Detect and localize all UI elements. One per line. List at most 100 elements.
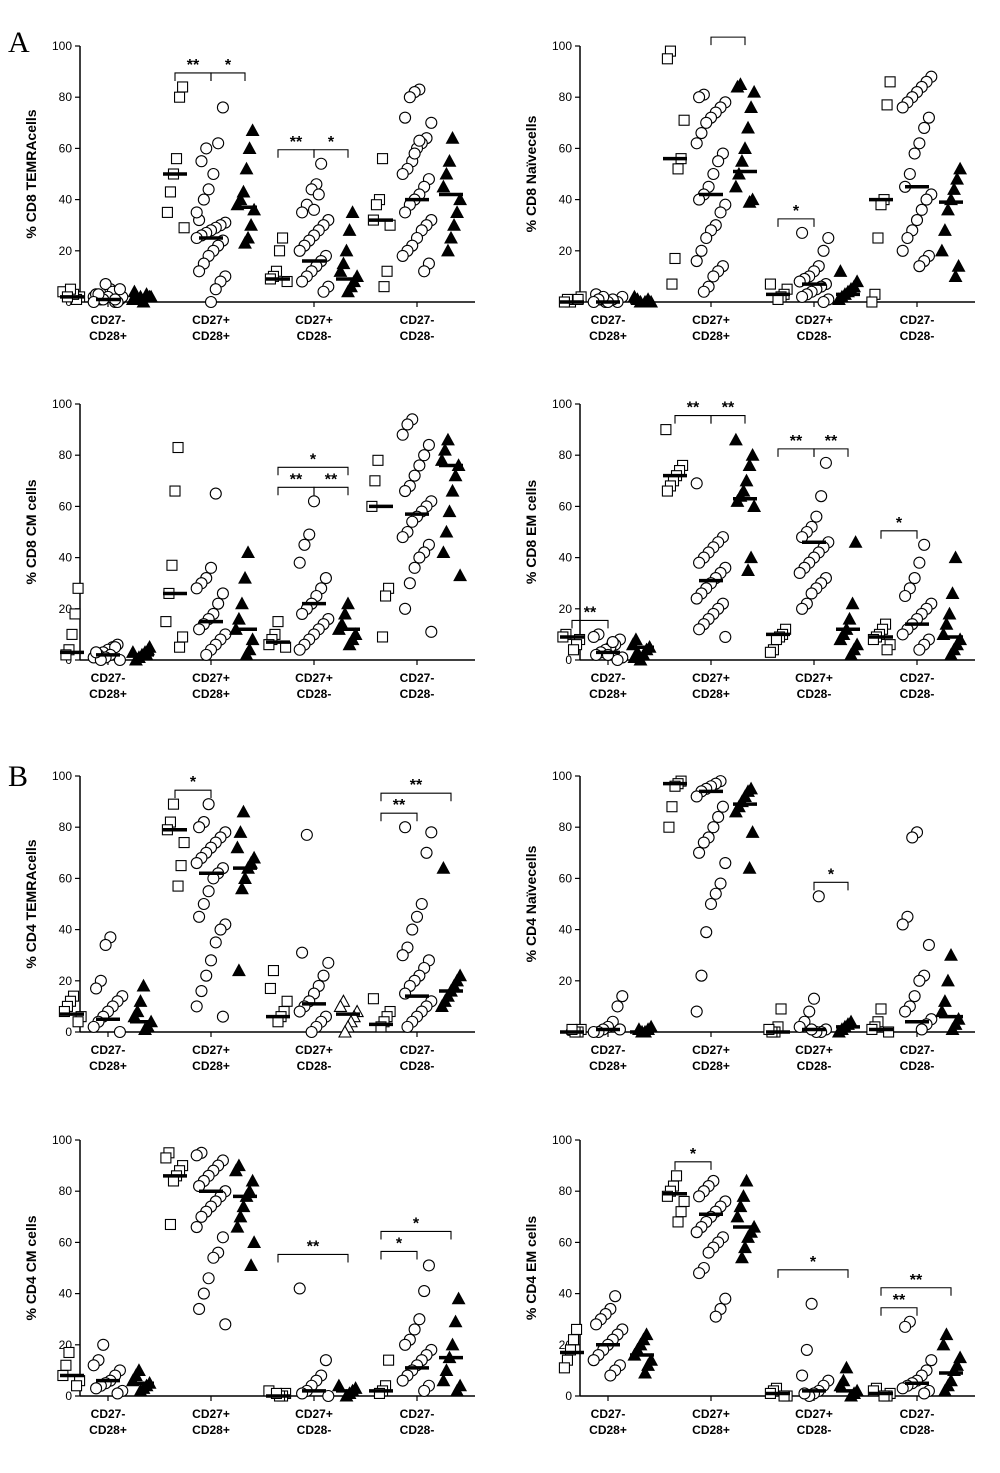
- data-point-triangle: [831, 292, 846, 305]
- data-point-circle: [403, 91, 416, 104]
- data-point-triangle: [442, 154, 457, 167]
- significance-bracket: [674, 1161, 712, 1170]
- data-point-circle: [195, 155, 208, 168]
- y-tick-label: 20: [59, 244, 73, 258]
- y-axis-title: % CD4 TEMRAcells: [23, 839, 39, 968]
- data-point-circle: [209, 283, 222, 296]
- data-point-circle: [202, 183, 215, 196]
- y-tick-label: 100: [552, 39, 572, 53]
- data-point-triangle: [447, 218, 461, 231]
- x-tick-label: CD27+: [692, 1407, 730, 1421]
- data-point-circle: [399, 602, 412, 615]
- data-point-circle: [693, 1267, 706, 1280]
- data-point-triangle: [728, 804, 743, 818]
- data-point-triangle: [747, 84, 762, 98]
- data-point-circle: [697, 836, 710, 849]
- y-tick-label: 80: [559, 820, 573, 834]
- data-point-circle: [693, 91, 706, 104]
- data-point-square: [669, 252, 681, 265]
- significance-bracket: [210, 72, 246, 81]
- data-point-triangle: [436, 179, 451, 193]
- data-point-circle: [693, 556, 706, 569]
- data-point-circle: [714, 877, 727, 890]
- data-point-square: [572, 293, 584, 305]
- data-point-triangle: [741, 1230, 755, 1243]
- data-point-triangle: [938, 994, 952, 1007]
- data-point-triangle: [245, 632, 260, 646]
- data-point-circle: [413, 459, 426, 472]
- data-point-circle: [693, 623, 706, 636]
- significance-bracket: [174, 72, 212, 81]
- data-point-square: [373, 1387, 386, 1399]
- data-point-circle: [899, 1005, 912, 1018]
- data-point-circle: [190, 206, 203, 219]
- data-point-circle: [899, 589, 912, 603]
- data-point-circle: [418, 265, 431, 278]
- data-point-triangle: [844, 1388, 858, 1402]
- data-point-circle: [216, 587, 229, 600]
- data-point-square: [381, 265, 393, 277]
- data-point-triangle: [944, 948, 958, 961]
- data-point-triangle: [445, 1337, 460, 1351]
- data-point-square: [881, 644, 893, 656]
- data-point-triangle: [739, 1173, 754, 1187]
- data-point-circle: [207, 167, 220, 181]
- data-point-circle: [193, 265, 206, 278]
- data-point-triangle: [438, 442, 452, 456]
- data-point-square: [175, 860, 187, 872]
- data-point-circle: [197, 897, 210, 911]
- x-tick-label: CD28-: [297, 1059, 332, 1073]
- y-tick-label: 60: [559, 871, 573, 885]
- data-point-circle: [719, 1292, 732, 1305]
- data-point-square: [678, 1195, 690, 1207]
- data-point-circle: [87, 1359, 100, 1372]
- data-point-square: [872, 232, 884, 244]
- data-point-triangle: [245, 1173, 260, 1187]
- data-point-circle: [293, 1282, 306, 1295]
- x-tick-label: CD28+: [692, 1423, 730, 1437]
- data-point-circle: [418, 1384, 431, 1397]
- significance-bracket: [813, 881, 849, 891]
- data-point-circle: [712, 810, 725, 824]
- data-point-circle: [396, 428, 409, 441]
- data-point-circle: [399, 111, 412, 124]
- data-point-triangle: [239, 161, 254, 175]
- data-point-circle: [425, 826, 438, 839]
- data-point-circle: [190, 856, 203, 870]
- data-point-circle: [399, 1338, 412, 1351]
- data-point-circle: [190, 1000, 203, 1013]
- data-point-square: [567, 1334, 580, 1346]
- data-point-square: [267, 965, 280, 977]
- y-tick-label: 40: [59, 1287, 73, 1301]
- data-point-circle: [910, 214, 924, 227]
- data-point-triangle: [232, 963, 246, 977]
- y-tick-label: 80: [59, 90, 73, 104]
- data-point-triangle: [341, 284, 355, 298]
- data-point-triangle: [451, 1291, 466, 1305]
- data-point-triangle: [232, 611, 246, 625]
- data-point-triangle: [434, 999, 449, 1012]
- x-tick-label: CD27+: [295, 1043, 333, 1057]
- data-point-circle: [193, 623, 206, 636]
- data-point-circle: [908, 147, 921, 160]
- data-point-circle: [616, 990, 629, 1003]
- data-point-square: [160, 616, 172, 628]
- data-point-circle: [204, 295, 218, 309]
- data-point-square: [166, 559, 178, 571]
- data-point-circle: [822, 231, 835, 245]
- data-point-circle: [793, 566, 806, 580]
- data-point-circle: [111, 1387, 124, 1400]
- data-point-circle: [815, 490, 828, 503]
- data-point-triangle: [831, 1024, 846, 1038]
- data-point-triangle: [230, 840, 245, 854]
- y-tick-label: 0: [65, 1025, 72, 1039]
- data-point-square: [58, 1005, 70, 1018]
- data-point-circle: [805, 1297, 818, 1310]
- data-point-circle: [918, 538, 931, 551]
- y-axis-title: % CD4 Naïvecells: [523, 845, 539, 962]
- data-point-triangle: [138, 1022, 152, 1035]
- data-point-circle: [420, 846, 433, 859]
- x-tick-label: CD28-: [797, 687, 832, 701]
- data-point-circle: [296, 275, 309, 288]
- y-tick-label: 0: [65, 1389, 72, 1403]
